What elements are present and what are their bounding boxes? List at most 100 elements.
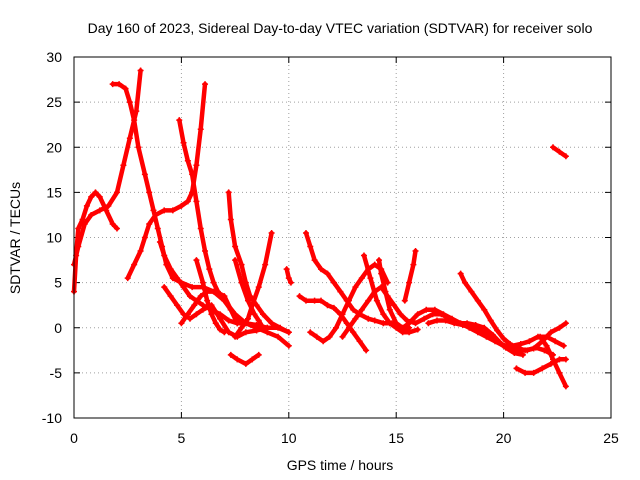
y-tick-label: 20 [46, 139, 62, 155]
data-point-marker [146, 189, 153, 196]
data-point-marker [507, 340, 514, 347]
data-point-marker [393, 320, 400, 327]
series-track-06 [176, 117, 292, 336]
data-point-marker [373, 297, 380, 304]
data-point-marker [141, 171, 148, 178]
data-point-marker [131, 261, 138, 268]
data-point-marker [234, 320, 241, 327]
data-point-marker [180, 139, 187, 146]
y-tick-label: 15 [46, 184, 62, 200]
data-point-marker [133, 108, 140, 115]
data-point-marker [461, 279, 468, 286]
data-point-marker [141, 234, 148, 241]
data-point-marker [202, 81, 209, 88]
data-point-marker [318, 297, 325, 304]
data-point-marker [391, 302, 398, 309]
y-tick-label: 25 [46, 94, 62, 110]
data-point-marker [150, 207, 157, 214]
data-point-marker [105, 202, 112, 209]
y-tick-label: 0 [54, 320, 62, 336]
data-point-marker [232, 257, 239, 264]
data-point-marker [376, 257, 383, 264]
data-point-marker [350, 306, 357, 313]
data-point-marker [131, 117, 138, 124]
data-point-marker [287, 279, 294, 286]
data-point-marker [193, 257, 200, 264]
data-point-marker [468, 288, 475, 295]
data-point-marker [378, 284, 385, 291]
data-point-marker [380, 311, 387, 318]
data-point-marker [307, 243, 314, 250]
data-point-marker [485, 331, 492, 338]
data-point-marker [120, 162, 127, 169]
data-point-marker [414, 311, 421, 318]
data-point-marker [459, 322, 466, 329]
data-point-marker [474, 297, 481, 304]
data-point-marker [423, 306, 430, 313]
data-point-marker [277, 324, 284, 331]
data-point-marker [380, 320, 387, 327]
data-point-marker [406, 279, 413, 286]
data-point-marker [146, 220, 153, 227]
data-point-marker [126, 99, 133, 106]
series-track-12 [232, 229, 275, 340]
data-point-marker [457, 270, 464, 277]
data-point-marker [242, 329, 249, 336]
series-track-24 [457, 270, 569, 354]
data-point-marker [530, 369, 537, 376]
data-point-marker [197, 126, 204, 133]
data-point-marker [494, 338, 501, 345]
data-point-marker [412, 320, 419, 327]
data-point-marker [174, 275, 181, 282]
data-point-marker [244, 315, 251, 322]
data-point-marker [225, 189, 232, 196]
x-tick-label: 0 [70, 430, 78, 446]
data-point-marker [186, 315, 193, 322]
series-track-14 [283, 266, 294, 286]
data-point-marker [324, 302, 331, 309]
data-point-marker [318, 266, 325, 273]
data-point-marker [212, 320, 219, 327]
data-point-marker [75, 243, 82, 250]
data-point-marker [550, 144, 557, 151]
data-point-marker [156, 239, 163, 246]
y-axis-label: SDTVAR / TECUs [7, 182, 23, 294]
data-point-marker [227, 351, 234, 358]
data-point-marker [537, 333, 544, 340]
data-point-marker [81, 220, 88, 227]
data-point-marker [556, 369, 563, 376]
series-track-27 [550, 144, 569, 160]
x-axis-label: GPS time / hours [287, 457, 394, 473]
data-point-marker [406, 320, 413, 327]
data-point-marker [212, 288, 219, 295]
series-line [458, 271, 569, 353]
x-tick-label: 10 [281, 430, 297, 446]
data-point-marker [410, 261, 417, 268]
data-point-marker [174, 302, 181, 309]
data-point-marker [425, 320, 432, 327]
data-point-marker [513, 365, 520, 372]
data-point-marker [539, 365, 546, 372]
data-point-marker [161, 207, 168, 214]
data-point-marker [311, 297, 318, 304]
data-point-marker [75, 225, 82, 232]
data-point-marker [442, 317, 449, 324]
data-point-marker [285, 275, 292, 282]
data-point-marker [547, 329, 554, 336]
data-point-marker [199, 279, 206, 286]
y-tick-label: -10 [42, 410, 62, 426]
data-point-marker [302, 297, 309, 304]
data-point-marker [326, 333, 333, 340]
data-point-marker [511, 350, 518, 357]
data-point-marker [562, 320, 569, 327]
data-point-marker [500, 335, 507, 342]
data-point-marker [180, 284, 187, 291]
y-tick-label: 30 [46, 49, 62, 65]
data-point-marker [206, 266, 213, 273]
data-point-marker [494, 327, 501, 334]
x-tick-label: 15 [388, 430, 404, 446]
data-point-marker [324, 270, 331, 277]
data-point-marker [232, 243, 239, 250]
data-point-marker [386, 306, 393, 313]
data-point-marker [513, 344, 520, 351]
